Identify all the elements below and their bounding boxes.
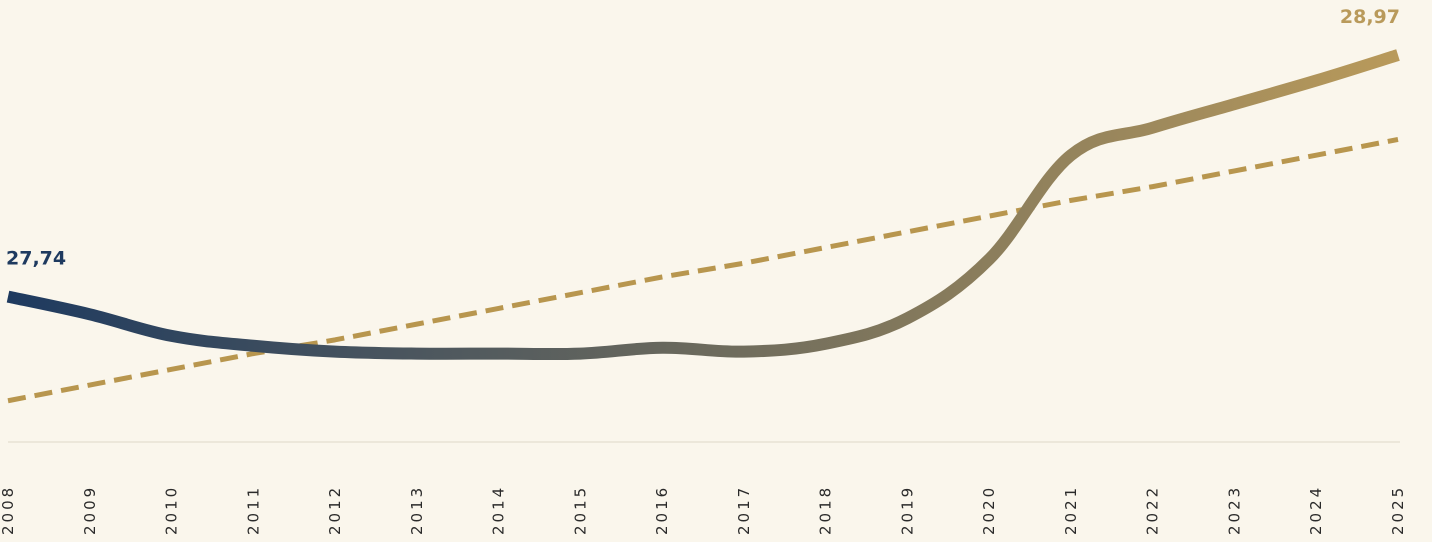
trend-line [7,137,1399,404]
line [6,49,1400,361]
x-tick-label: 2017 [735,485,753,535]
x-tick-label: 2009 [81,485,99,535]
x-tick-label: 2025 [1389,485,1407,535]
x-tick-label: 2023 [1225,485,1243,535]
x-tick-label: 2022 [1144,485,1162,535]
x-tick-label: 2011 [244,485,262,535]
x-tick-label: 2010 [163,485,181,535]
x-tick-label: 2015 [571,485,589,535]
x-tick-label: 2020 [980,485,998,535]
x-tick-label: 2019 [898,485,916,535]
x-tick-label: 2014 [490,485,508,535]
value-label: 27,74 [6,248,66,270]
x-tick-label: 2016 [653,485,671,535]
x-tick-label: 2018 [817,485,835,535]
x-tick-label: 2008 [0,485,17,535]
x-tick-label: 2021 [1062,485,1080,535]
x-tick-label: 2012 [326,485,344,535]
x-tick-label: 2024 [1307,485,1325,535]
value-label: 28,97 [1340,6,1400,28]
x-tick-label: 2013 [408,485,426,535]
